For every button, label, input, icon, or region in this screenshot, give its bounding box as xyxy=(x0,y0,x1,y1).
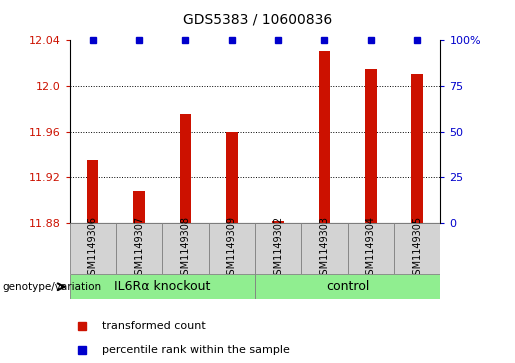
Bar xyxy=(162,223,209,274)
Text: GSM1149308: GSM1149308 xyxy=(180,216,191,281)
Bar xyxy=(87,160,98,223)
Bar xyxy=(319,52,330,223)
Text: genotype/variation: genotype/variation xyxy=(3,282,101,292)
Text: transformed count: transformed count xyxy=(102,321,205,331)
Bar xyxy=(255,223,301,274)
Bar xyxy=(411,74,423,223)
Bar xyxy=(301,223,348,274)
Text: GSM1149302: GSM1149302 xyxy=(273,216,283,281)
Bar xyxy=(209,223,255,274)
Text: GSM1149307: GSM1149307 xyxy=(134,216,144,281)
Text: percentile rank within the sample: percentile rank within the sample xyxy=(102,345,289,355)
Bar xyxy=(394,223,440,274)
Bar xyxy=(272,221,284,223)
Text: GSM1149303: GSM1149303 xyxy=(319,216,330,281)
Text: GDS5383 / 10600836: GDS5383 / 10600836 xyxy=(183,13,332,27)
Text: GSM1149304: GSM1149304 xyxy=(366,216,376,281)
Bar xyxy=(348,223,394,274)
Bar xyxy=(226,132,237,223)
Text: GSM1149306: GSM1149306 xyxy=(88,216,98,281)
Text: control: control xyxy=(326,280,369,293)
Bar xyxy=(255,274,440,299)
Bar xyxy=(133,191,145,223)
Bar xyxy=(180,114,191,223)
Text: GSM1149309: GSM1149309 xyxy=(227,216,237,281)
Text: IL6Rα knockout: IL6Rα knockout xyxy=(114,280,211,293)
Text: GSM1149305: GSM1149305 xyxy=(412,216,422,281)
Bar xyxy=(70,223,116,274)
Bar xyxy=(70,274,255,299)
Bar xyxy=(365,69,376,223)
Bar xyxy=(116,223,162,274)
